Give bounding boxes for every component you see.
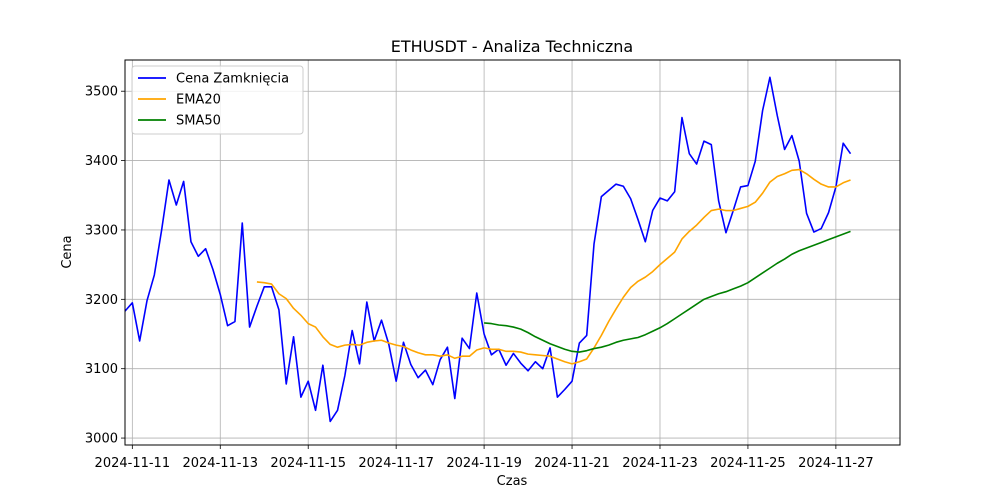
- x-tick-label: 2024-11-11: [95, 456, 171, 471]
- grid-lines: [125, 60, 900, 445]
- legend-entry-close: Cena Zamknięcia: [176, 72, 289, 87]
- y-tick-label: 3300: [85, 223, 118, 238]
- y-axis-label: Cena: [60, 235, 75, 268]
- x-axis-label: Czas: [497, 474, 528, 489]
- y-tick-label: 3100: [85, 362, 118, 377]
- x-tick-label: 2024-11-23: [622, 456, 698, 471]
- x-tick-label: 2024-11-19: [446, 456, 522, 471]
- x-tick-label: 2024-11-17: [358, 456, 434, 471]
- legend-box: [131, 65, 304, 135]
- legend: Cena Zamknięcia EMA20 SMA50: [131, 65, 304, 135]
- x-tick-label: 2024-11-25: [710, 456, 786, 471]
- chart-title: ETHUSDT - Analiza Techniczna: [391, 37, 633, 56]
- ema20-line: [256, 168, 851, 365]
- x-tick-label: 2024-11-15: [270, 456, 346, 471]
- legend-entry-ema20: EMA20: [176, 93, 221, 108]
- axis-ticks: 2024-11-11 2024-11-13 2024-11-15 2024-11-17…: [85, 85, 874, 471]
- y-tick-label: 3000: [85, 432, 118, 447]
- series-lines: [124, 76, 852, 423]
- y-tick-label: 3200: [85, 293, 118, 308]
- x-tick-label: 2024-11-13: [182, 456, 258, 471]
- legend-entry-sma50: SMA50: [176, 114, 221, 129]
- x-tick-label: 2024-11-27: [798, 456, 874, 471]
- close-price-line: [124, 76, 852, 423]
- x-tick-label: 2024-11-21: [534, 456, 610, 471]
- sma50-line: [484, 230, 851, 353]
- y-tick-label: 3400: [85, 154, 118, 169]
- plot-area-frame: [124, 59, 901, 446]
- y-tick-label: 3500: [85, 85, 118, 100]
